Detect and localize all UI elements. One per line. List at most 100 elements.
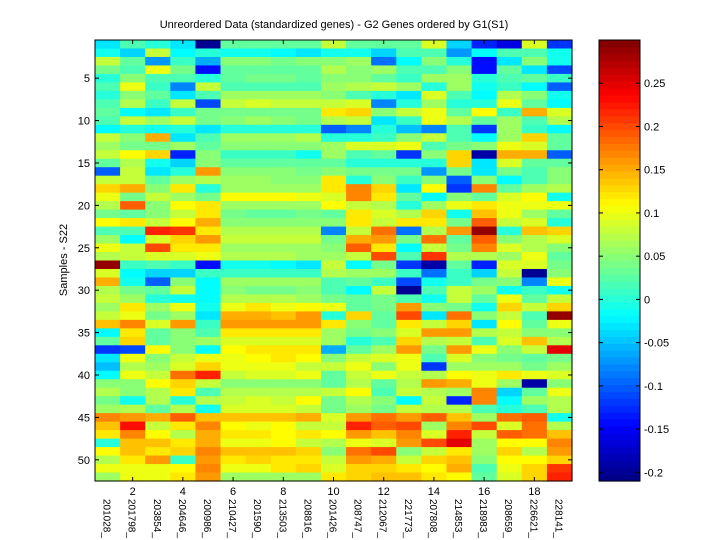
heatmap-cell bbox=[496, 56, 523, 67]
heatmap-cell bbox=[220, 116, 247, 126]
heatmap-cell bbox=[270, 438, 297, 448]
heatmap-cell bbox=[170, 396, 197, 406]
heatmap-cell bbox=[270, 90, 297, 100]
heatmap-cell bbox=[421, 235, 448, 245]
heatmap-cell bbox=[496, 302, 523, 312]
heatmap-cell bbox=[195, 99, 222, 109]
heatmap-cell bbox=[145, 438, 171, 448]
heatmap-cell bbox=[346, 302, 372, 312]
heatmap-cell bbox=[195, 345, 222, 355]
y-tick-label: 10 bbox=[78, 116, 90, 128]
heatmap-cell bbox=[145, 404, 171, 414]
colorbar-segment bbox=[599, 336, 640, 344]
heatmap-cell bbox=[270, 311, 297, 321]
heatmap-cell bbox=[521, 277, 548, 287]
heatmap-cell bbox=[170, 82, 197, 92]
heatmap-cell bbox=[320, 302, 347, 312]
colorbar-segment bbox=[599, 350, 640, 358]
heatmap-cell bbox=[320, 99, 347, 109]
heatmap-cell bbox=[471, 362, 498, 372]
heatmap-cell bbox=[496, 90, 523, 100]
heatmap-cell bbox=[446, 201, 473, 211]
heatmap-cell bbox=[245, 328, 272, 338]
heatmap-cell bbox=[396, 56, 422, 67]
heatmap-cell bbox=[471, 413, 498, 423]
heatmap-cell bbox=[95, 438, 121, 448]
heatmap-cell bbox=[421, 107, 448, 117]
heatmap-cell bbox=[521, 311, 548, 321]
heatmap-cell bbox=[346, 472, 372, 482]
heatmap-cell bbox=[546, 73, 573, 83]
heatmap-cell bbox=[496, 311, 523, 321]
heatmap-cell bbox=[145, 192, 171, 202]
heatmap-cell bbox=[270, 40, 297, 50]
heatmap-cell bbox=[220, 455, 247, 465]
heatmap-cell bbox=[170, 345, 197, 355]
heatmap-cell bbox=[496, 345, 523, 355]
heatmap-cell bbox=[496, 40, 523, 50]
heatmap-cell bbox=[346, 413, 372, 423]
heatmap-cell bbox=[195, 243, 222, 253]
heatmap-cell bbox=[195, 107, 222, 117]
heatmap-cell bbox=[220, 387, 247, 397]
heatmap-cell bbox=[270, 387, 297, 397]
heatmap-cell bbox=[421, 56, 448, 67]
heatmap-cell bbox=[371, 438, 397, 448]
heatmap-cell bbox=[120, 107, 146, 117]
heatmap-cell bbox=[371, 294, 397, 304]
heatmap-cell bbox=[446, 107, 473, 117]
heatmap-cell bbox=[220, 319, 247, 329]
heatmap-cell bbox=[95, 192, 121, 202]
heatmap-cell bbox=[446, 285, 473, 296]
y-axis-label: Samples - S22 bbox=[58, 224, 70, 296]
heatmap-cell bbox=[95, 345, 121, 355]
heatmap-cell bbox=[396, 99, 422, 109]
heatmap-cell bbox=[396, 370, 422, 380]
heatmap-cell bbox=[320, 370, 347, 380]
heatmap-cell bbox=[421, 311, 448, 321]
heatmap-cell bbox=[95, 387, 121, 397]
heatmap-cell bbox=[145, 472, 171, 482]
heatmap-cell bbox=[546, 285, 573, 296]
heatmap-cell bbox=[245, 362, 272, 372]
heatmap-cell bbox=[471, 455, 498, 465]
heatmap-cell bbox=[446, 353, 473, 363]
heatmap-cell bbox=[346, 396, 372, 406]
heatmap-cell bbox=[521, 438, 548, 448]
heatmap-cell bbox=[195, 294, 222, 304]
x-column-label: 208659_ bbox=[502, 499, 513, 538]
heatmap-cell bbox=[396, 319, 422, 329]
heatmap-cell bbox=[170, 65, 197, 75]
heatmap-cell bbox=[170, 235, 197, 245]
heatmap-cell bbox=[170, 56, 197, 67]
heatmap-cell bbox=[120, 362, 146, 372]
heatmap-cell bbox=[396, 141, 422, 151]
colorbar-segment bbox=[599, 205, 640, 213]
heatmap-cell bbox=[170, 319, 197, 329]
heatmap-cell bbox=[245, 311, 272, 321]
colorbar-segment bbox=[599, 239, 640, 248]
heatmap-cell bbox=[521, 336, 548, 346]
heatmap-cell bbox=[396, 124, 422, 134]
heatmap-cell bbox=[95, 277, 121, 287]
colorbar-segment bbox=[599, 322, 640, 331]
heatmap-cell bbox=[295, 90, 322, 100]
heatmap-cell bbox=[145, 379, 171, 389]
heatmap-cell bbox=[471, 192, 498, 202]
x-column-label: 203854_ bbox=[151, 499, 162, 538]
heatmap-cell bbox=[295, 311, 322, 321]
heatmap-cell bbox=[521, 396, 548, 406]
heatmap-cell bbox=[120, 226, 146, 236]
heatmap-cell bbox=[295, 396, 322, 406]
heatmap-cell bbox=[471, 175, 498, 185]
heatmap-cell bbox=[245, 396, 272, 406]
heatmap-cell bbox=[145, 175, 171, 185]
heatmap-cell bbox=[195, 328, 222, 338]
heatmap-cell bbox=[521, 387, 548, 397]
heatmap-cell bbox=[245, 56, 272, 67]
heatmap-cell bbox=[195, 379, 222, 389]
heatmap-cell bbox=[270, 362, 297, 372]
heatmap-cell bbox=[195, 421, 222, 431]
heatmap-cell bbox=[245, 302, 272, 312]
heatmap-cell bbox=[371, 82, 397, 92]
